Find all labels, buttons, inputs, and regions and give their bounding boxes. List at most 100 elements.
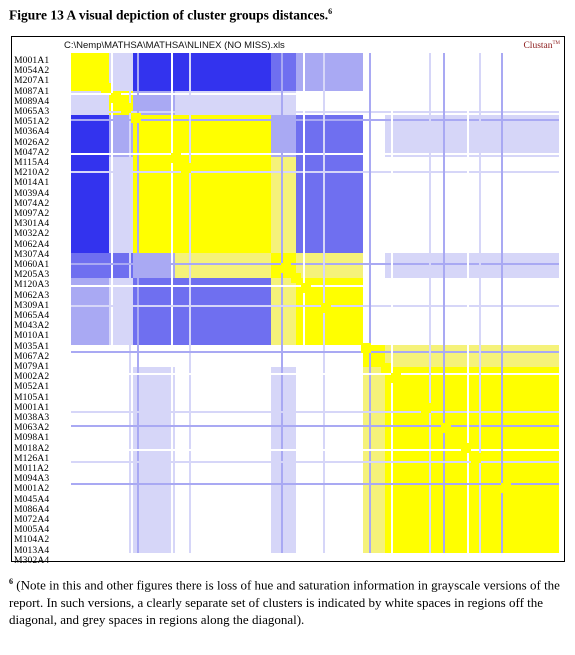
heatmap-stripe (71, 449, 559, 451)
row-label: M047A2 (14, 146, 50, 158)
row-label: M074A2 (14, 197, 50, 209)
heatmap-stripe (71, 119, 559, 121)
row-label: M210A2 (14, 167, 50, 179)
heatmap-diagonal-cell (291, 273, 301, 283)
heatmap-diagonal-cell (311, 293, 321, 303)
heatmap-cell (363, 53, 385, 91)
row-label: M062A4 (14, 238, 50, 250)
row-label: M086A4 (14, 503, 50, 515)
row-label: M035A1 (14, 340, 50, 352)
heatmap-diagonal-cell (81, 63, 91, 73)
heatmap-cell (296, 53, 363, 91)
heatmap-cell (363, 367, 385, 553)
heatmap-diagonal-cell (391, 373, 401, 383)
heatmap-diagonal-cell (261, 243, 271, 253)
heatmap-diagonal-cell (281, 263, 291, 273)
heatmap-diagonal-cell (171, 153, 181, 163)
row-label: M036A4 (14, 126, 50, 138)
heatmap-cell (363, 157, 385, 253)
heatmap-diagonal-cell (491, 473, 501, 483)
heatmap-cell (271, 278, 296, 345)
row-label: M089A4 (14, 95, 50, 107)
row-label: M120A3 (14, 279, 50, 291)
heatmap-stripe (303, 53, 305, 553)
row-label: M054A2 (14, 65, 50, 77)
heatmap-stripe (71, 171, 559, 173)
heatmap-cell (71, 345, 109, 367)
heatmap-cell (296, 367, 363, 553)
row-label: M051A2 (14, 116, 50, 128)
heatmap-cell (133, 345, 175, 367)
heatmap-stripe (71, 263, 559, 265)
row-label: M094A3 (14, 473, 50, 485)
heatmap-diagonal-cell (241, 223, 251, 233)
heatmap-diagonal-cell (321, 303, 331, 313)
heatmap-cell (271, 345, 296, 367)
file-path-label: C:\Nemp\MATHSA\MATHSA\NLINEX (NO MISS).x… (64, 40, 285, 51)
heatmap-diagonal-cell (421, 403, 431, 413)
row-label: M301A4 (14, 218, 50, 230)
row-label: M079A1 (14, 361, 50, 372)
row-label: M013A4 (14, 544, 50, 556)
row-label: M032A2 (14, 228, 50, 240)
heatmap-diagonal-cell (221, 203, 231, 213)
heatmap-stripe (71, 461, 559, 463)
heatmap-diagonal-cell (521, 503, 531, 513)
heatmap-diagonal-cell (361, 343, 371, 353)
heatmap-cell (363, 253, 385, 278)
heatmap-cell (385, 53, 559, 91)
heatmap-diagonal-cell (381, 363, 391, 373)
figure-title-text: Figure 13 A visual depiction of cluster … (9, 7, 329, 23)
row-label: M207A1 (14, 75, 50, 87)
row-label: M001A1 (14, 401, 50, 413)
heatmap-diagonal-cell (411, 393, 421, 403)
heatmap-cell (271, 115, 296, 157)
heatmap-stripe (129, 53, 131, 553)
heatmap-diagonal-cell (551, 533, 559, 543)
heatmap-diagonal-cell (181, 163, 191, 173)
heatmap-cell (71, 253, 109, 278)
heatmap-cell (385, 253, 559, 278)
heatmap-cell (271, 367, 296, 553)
heatmap-diagonal-cell (91, 73, 101, 83)
heatmap-stripe (501, 53, 503, 553)
heatmap-stripe (429, 53, 431, 553)
heatmap-diagonal-cell (111, 93, 121, 103)
heatmap-stripe (111, 53, 113, 553)
heatmap-cell (133, 367, 175, 553)
heatmap-stripe (467, 53, 469, 553)
heatmap-cell (133, 253, 175, 278)
row-label: M126A1 (14, 452, 50, 464)
heatmap-stripe (71, 411, 559, 413)
figure-panel: C:\Nemp\MATHSA\MATHSA\NLINEX (NO MISS).x… (11, 36, 565, 566)
heatmap-stripe (71, 153, 559, 155)
heatmap-cell (363, 278, 385, 345)
footnote: 6 (Note in this and other figures there … (9, 573, 569, 629)
row-label: M001A2 (14, 483, 50, 495)
row-label: M011A2 (14, 463, 49, 474)
heatmap-cell (71, 115, 109, 157)
heatmap-diagonal-cell (341, 323, 351, 333)
heatmap-diagonal-cell (131, 113, 141, 123)
row-label: M039A4 (14, 187, 50, 199)
row-label: M205A3 (14, 269, 50, 281)
row-label: M052A1 (14, 381, 50, 393)
heatmap-cell (71, 278, 109, 345)
heatmap-diagonal-cell (141, 123, 151, 133)
heatmap-cell (363, 91, 385, 115)
heatmap-diagonal-cell (481, 463, 491, 473)
heatmap-diagonal-cell (351, 333, 361, 343)
row-label: M014A1 (14, 177, 50, 189)
row-label: M072A4 (14, 514, 50, 525)
row-label: M309A1 (14, 299, 50, 311)
heatmap-stripe (71, 373, 559, 375)
heatmap-diagonal-cell (511, 493, 521, 503)
heatmap-stripe (71, 111, 559, 113)
row-label: M104A2 (14, 534, 50, 546)
row-label: M045A4 (14, 493, 50, 505)
heatmap-diagonal-cell (331, 313, 341, 323)
heatmap-diagonal-cell (461, 443, 471, 453)
heatmap-diagonal-cell (211, 193, 221, 203)
row-label: M105A1 (14, 391, 50, 403)
heatmap-cell (385, 115, 559, 157)
